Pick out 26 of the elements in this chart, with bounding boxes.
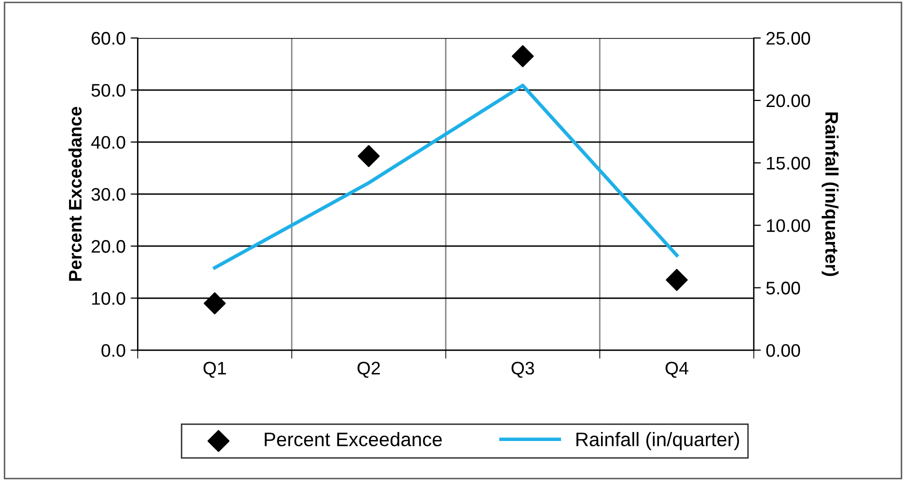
x-tick-label: Q1 [204, 362, 226, 378]
y-tick-label: 20.0 [92, 240, 126, 253]
y2-axis-title: Rainfall (in/quarter) [822, 112, 839, 276]
y2-tick-label: 5.00 [766, 282, 800, 294]
y2-tick-label: 20.00 [766, 94, 810, 108]
x-tick-label: Q3 [512, 362, 534, 378]
y2-tick-label: 0.00 [766, 344, 800, 357]
y-tick-label: 0.0 [102, 344, 126, 357]
legend-label: Rainfall (in/quarter) [576, 432, 740, 450]
y2-tick-label: 25.00 [766, 32, 810, 45]
y-axis-title: Percent Exceedance [68, 106, 82, 281]
legend-label: Percent Exceedance [264, 432, 442, 446]
y-tick-label: 50.0 [91, 84, 126, 97]
line-series [212, 84, 679, 270]
y-tick-label: 10.0 [92, 292, 126, 305]
x-tick-label: Q2 [358, 362, 380, 378]
point [204, 292, 226, 314]
point [666, 268, 688, 291]
point [358, 145, 380, 168]
y-tick-label: 30.0 [91, 188, 126, 201]
y2-tick-label: 15.00 [766, 156, 810, 170]
point [512, 45, 534, 68]
y-tick-label: 40.0 [91, 136, 126, 149]
y2-tick-label: 10.00 [766, 219, 810, 232]
y-tick-label: 60.0 [92, 32, 126, 45]
x-tick-label: Q4 [666, 362, 688, 378]
